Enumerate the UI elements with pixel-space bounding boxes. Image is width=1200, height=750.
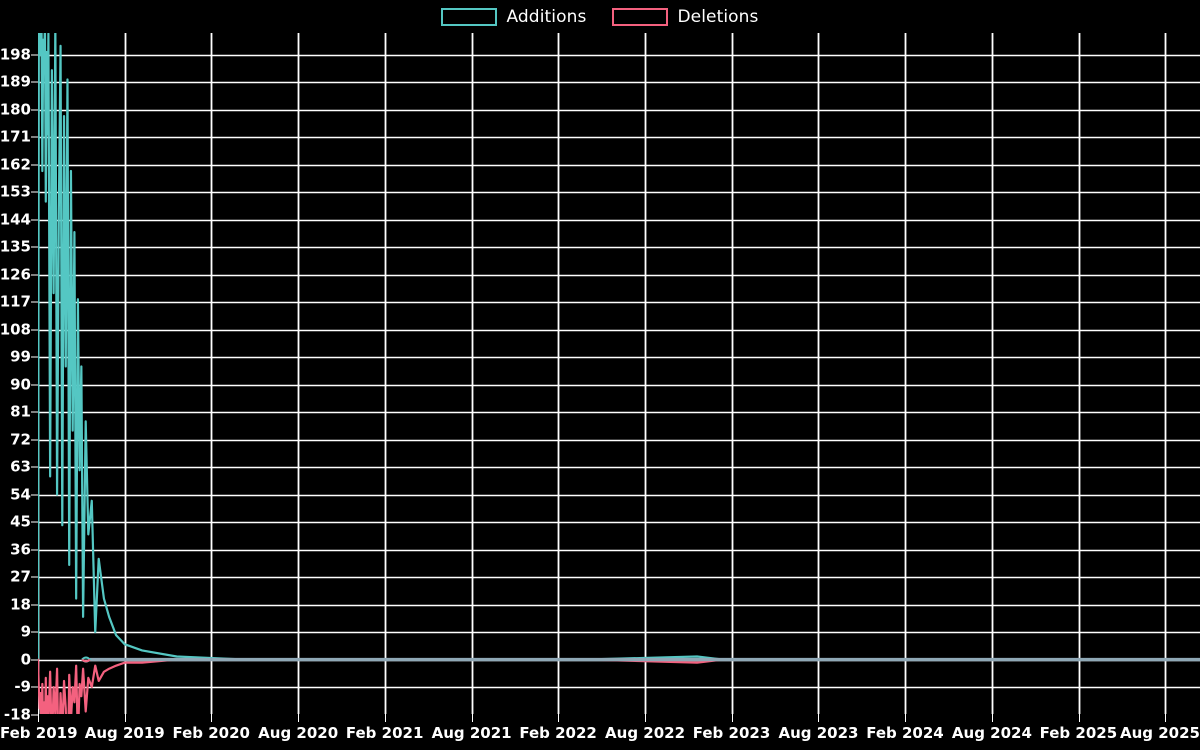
y-tick-label: 0 — [20, 650, 31, 669]
legend-item-deletions: Deletions — [612, 7, 758, 27]
deletions-legend-label: Deletions — [677, 7, 759, 27]
y-tick-mark — [31, 466, 38, 468]
x-tick-label: Aug 2024 — [951, 724, 1032, 742]
y-tick-label: 135 — [0, 237, 31, 256]
y-tick-label: 81 — [10, 402, 31, 421]
x-tick-mark — [211, 714, 212, 722]
y-tick-label: 27 — [10, 567, 31, 586]
grid-lines — [38, 33, 1200, 714]
x-tick-label: Feb 2022 — [519, 724, 597, 742]
y-tick-label: 36 — [10, 540, 31, 559]
y-tick-mark — [31, 714, 38, 716]
y-tick-mark — [31, 494, 38, 496]
y-tick-label: -9 — [14, 677, 31, 696]
series-line-deletions — [38, 658, 1200, 714]
legend-item-additions: Additions — [441, 7, 586, 27]
y-tick-mark — [31, 356, 38, 358]
y-tick-label: 171 — [0, 127, 31, 146]
x-tick-label: Feb 2020 — [172, 724, 250, 742]
x-tick-label: Aug 2025 — [1120, 724, 1200, 742]
x-tick-label: Feb 2024 — [866, 724, 944, 742]
x-tick-label: Aug 2021 — [431, 724, 512, 742]
y-tick-label: 126 — [0, 265, 31, 284]
x-tick-mark — [298, 714, 299, 722]
x-tick-label: Feb 2023 — [692, 724, 771, 742]
y-tick-mark — [31, 109, 38, 111]
y-tick-label: 18 — [10, 595, 31, 614]
y-tick-label: 162 — [0, 155, 31, 174]
y-tick-mark — [31, 631, 38, 633]
x-tick-label: Aug 2019 — [84, 724, 165, 742]
x-tick-mark — [1079, 714, 1080, 722]
x-axis: Feb 2019 Aug 2019 Feb 2020 Aug 2020 Feb 2021… — [0, 714, 1200, 750]
x-tick-mark — [385, 714, 386, 722]
plot-canvas — [38, 33, 1200, 714]
y-tick-mark — [31, 136, 38, 138]
y-tick-mark — [31, 521, 38, 523]
y-tick-label: 198 — [0, 45, 31, 64]
zero-baseline — [81, 656, 1200, 663]
y-tick-label: 9 — [20, 622, 31, 641]
y-tick-mark — [31, 274, 38, 276]
x-tick-mark — [558, 714, 559, 722]
y-tick-mark — [31, 219, 38, 221]
x-tick-mark — [125, 714, 126, 722]
y-tick-mark — [31, 686, 38, 688]
y-tick-mark — [31, 384, 38, 386]
y-tick-label: 144 — [0, 210, 31, 229]
y-tick-mark — [31, 576, 38, 578]
x-tick-label: Feb 2019 — [0, 724, 78, 742]
y-tick-label: 45 — [10, 512, 31, 531]
y-tick-label: 189 — [0, 72, 31, 91]
y-axis: 198 189 180 171 162 153 144 135 126 117 108 99 90 81 7… — [0, 33, 38, 722]
y-tick-mark — [31, 549, 38, 551]
plot-area — [38, 33, 1200, 714]
x-tick-mark — [732, 714, 733, 722]
y-tick-label: 99 — [10, 347, 31, 366]
y-tick-mark — [31, 604, 38, 606]
y-tick-label: 54 — [10, 485, 31, 504]
x-tick-mark — [645, 714, 646, 722]
y-tick-label: 153 — [0, 182, 31, 201]
y-tick-mark — [31, 439, 38, 441]
deletions-color-swatch — [612, 8, 669, 26]
additions-legend-label: Additions — [506, 7, 587, 27]
y-tick-label: 117 — [0, 292, 31, 311]
x-tick-mark — [905, 714, 906, 722]
series-lines — [38, 33, 1200, 714]
x-tick-label: Aug 2020 — [258, 724, 339, 742]
additions-color-swatch — [441, 8, 498, 26]
series-line-additions — [38, 33, 1200, 661]
x-tick-label: Aug 2023 — [778, 724, 859, 742]
y-tick-label: 180 — [0, 100, 31, 119]
y-tick-mark — [31, 659, 38, 661]
y-tick-label: 108 — [0, 320, 31, 339]
y-tick-mark — [31, 411, 38, 413]
y-tick-mark — [31, 164, 38, 166]
x-tick-mark — [472, 714, 473, 722]
x-tick-mark — [38, 714, 39, 722]
y-tick-mark — [31, 54, 38, 56]
x-tick-mark — [992, 714, 993, 722]
y-tick-mark — [31, 246, 38, 248]
x-tick-label: Aug 2022 — [605, 724, 686, 742]
y-tick-label: 90 — [10, 375, 31, 394]
x-tick-label: Feb 2021 — [345, 724, 424, 742]
x-tick-label: Feb 2025 — [1039, 724, 1118, 742]
y-tick-label: 63 — [10, 457, 31, 476]
y-tick-mark — [31, 81, 38, 83]
x-tick-mark — [1165, 714, 1166, 722]
chart-legend: Additions Deletions — [0, 0, 1200, 34]
y-tick-mark — [31, 301, 38, 303]
x-tick-mark — [818, 714, 819, 722]
y-tick-mark — [31, 329, 38, 331]
y-tick-label: -18 — [3, 705, 31, 724]
y-tick-label: 72 — [10, 430, 31, 449]
y-tick-mark — [31, 191, 38, 193]
